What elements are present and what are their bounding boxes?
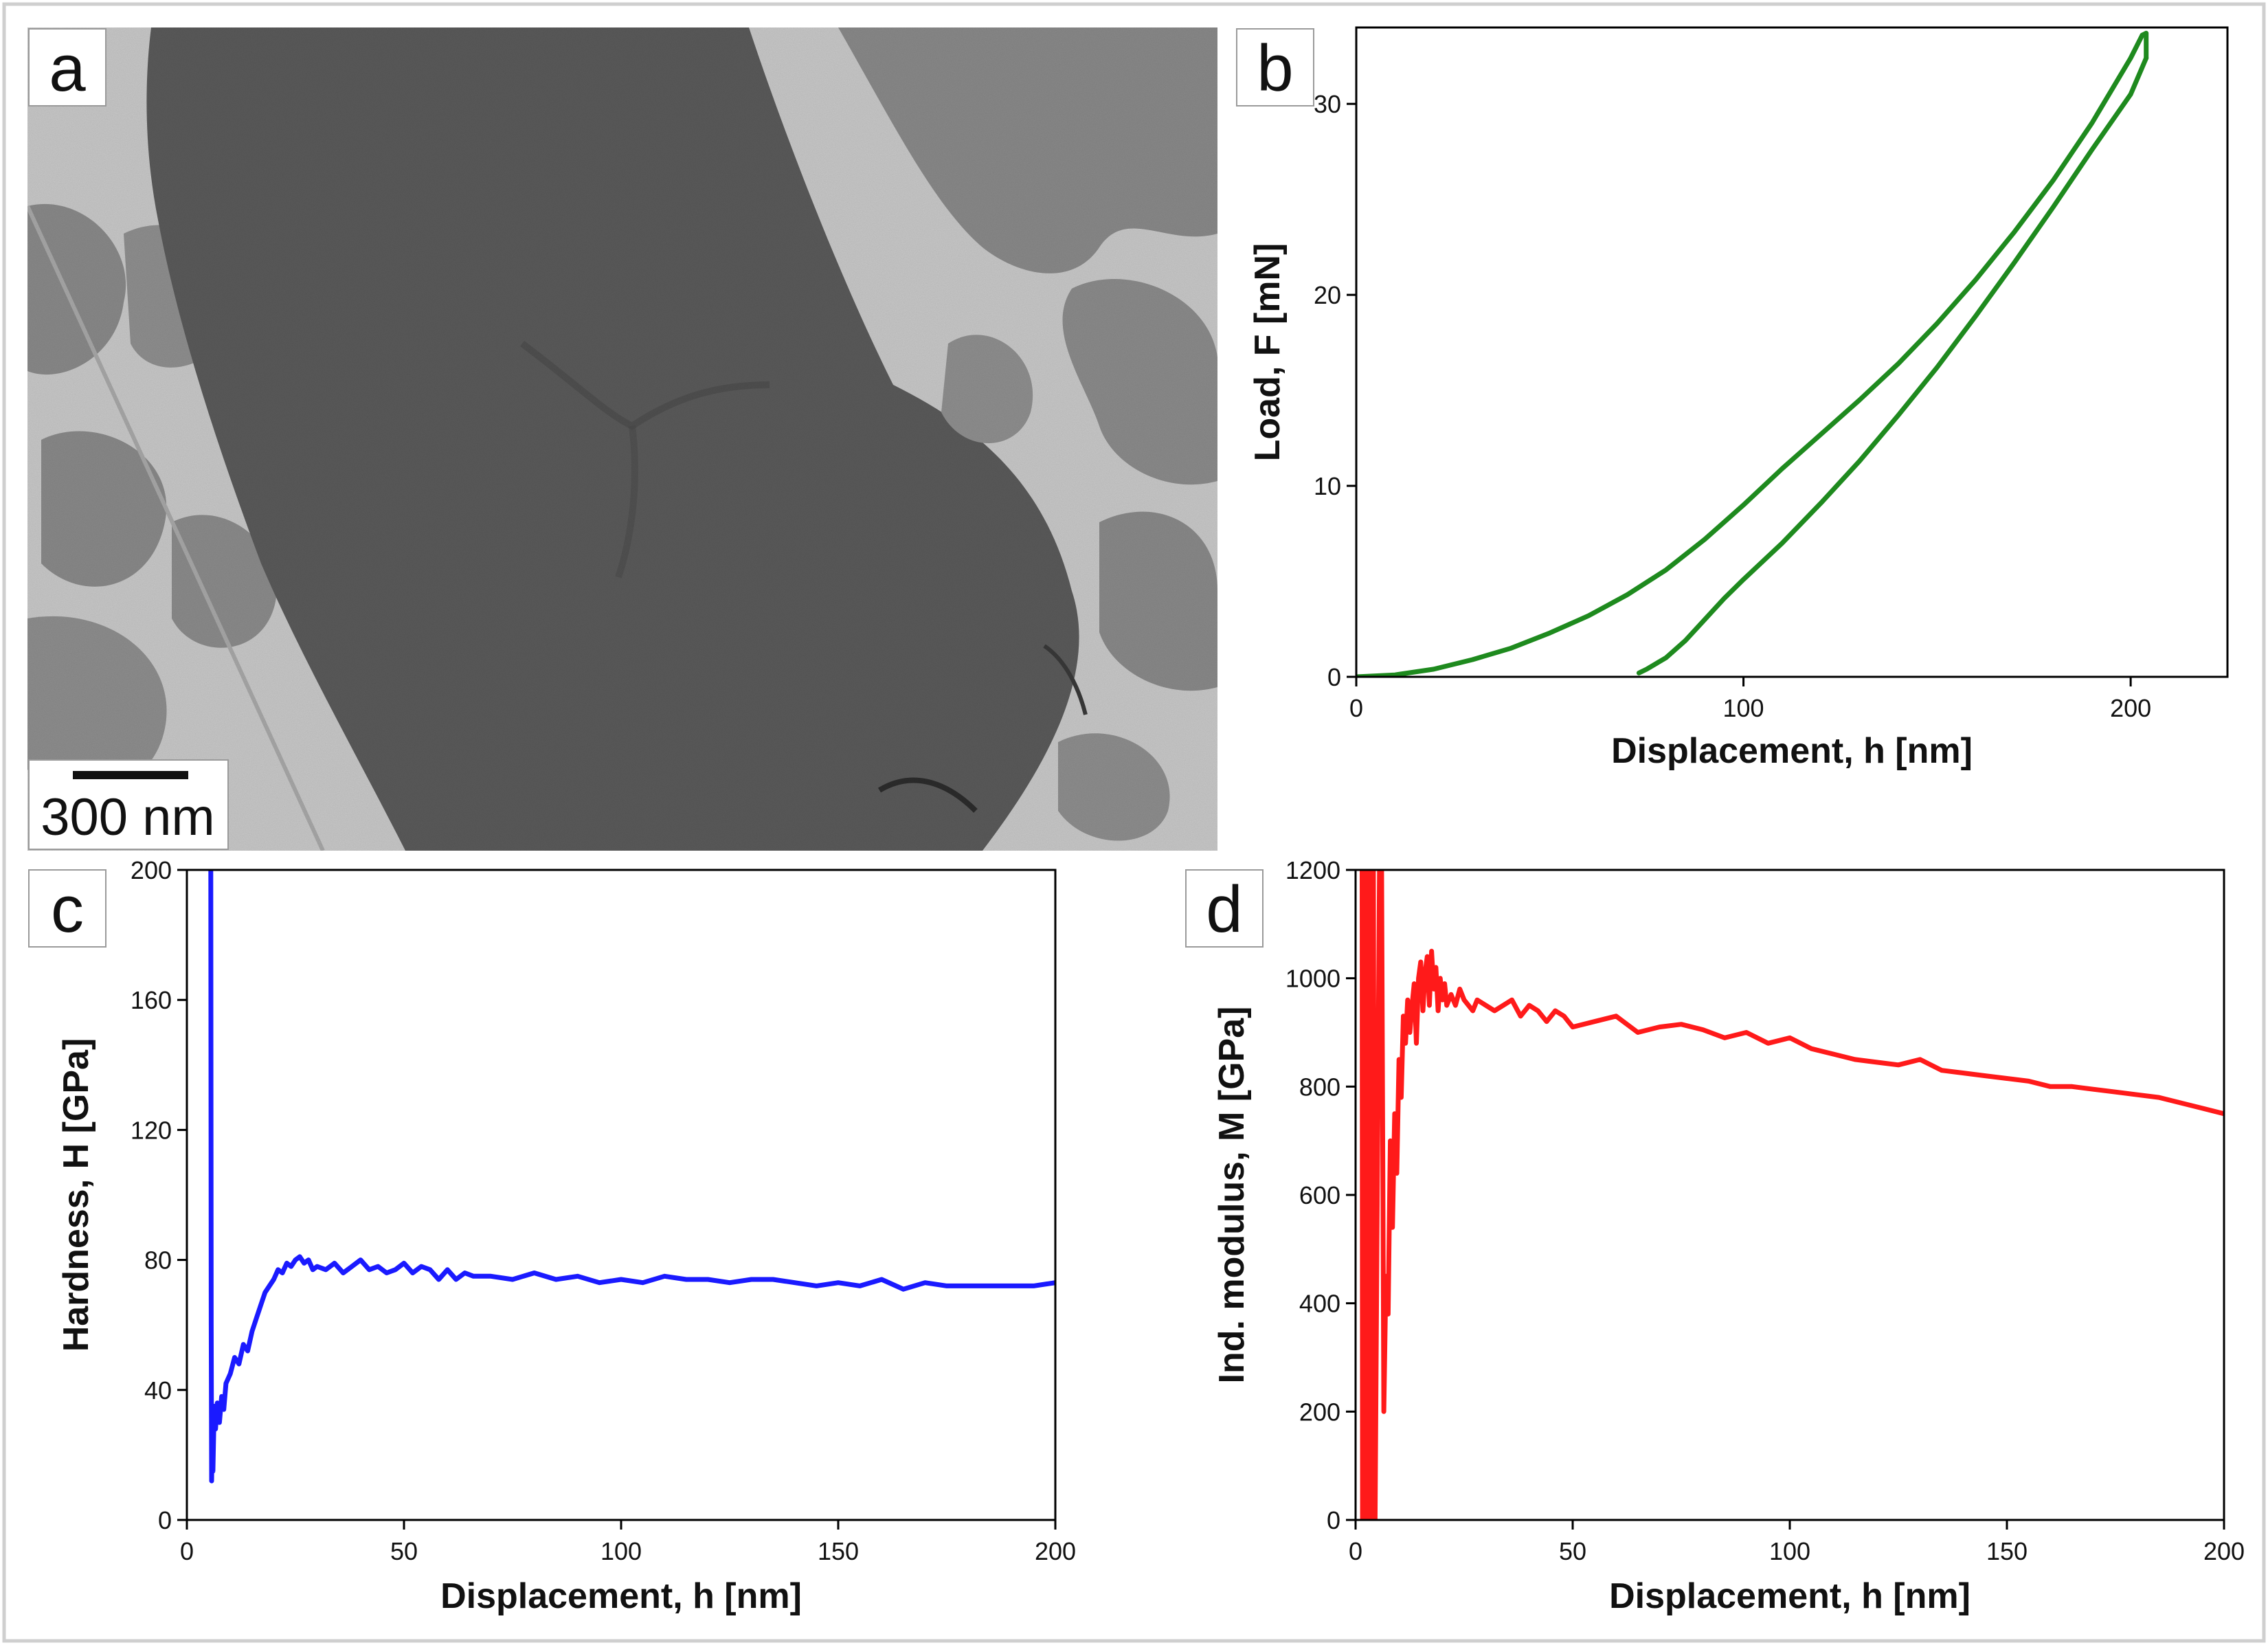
x-axis-label: Displacement, h [nm]	[440, 1576, 802, 1616]
micrograph-phase-region	[172, 515, 277, 648]
y-tick-label: 1200	[1285, 856, 1340, 884]
y-tick-label: 0	[1327, 663, 1341, 691]
micrograph-phase-region	[27, 616, 167, 793]
y-axis-label: Load, F [mN]	[1248, 243, 1288, 462]
x-tick-label: 100	[600, 1537, 642, 1565]
x-tick-label: 50	[390, 1537, 418, 1565]
micrograph-boundary-line	[27, 205, 325, 851]
panel-d-label: d	[1206, 873, 1242, 946]
series-line-modulus	[1360, 870, 2224, 1520]
x-tick-label: 150	[818, 1537, 859, 1565]
y-axis-label: Ind. modulus, M [GPa]	[1212, 1007, 1252, 1384]
micrograph-defect	[1043, 644, 1088, 715]
micrograph-grain-boundary	[615, 425, 638, 579]
y-tick-label: 0	[1327, 1506, 1340, 1534]
micrograph-dark-grain	[146, 27, 1079, 851]
panel-a-label: a	[49, 32, 86, 105]
plot-area-frame	[186, 869, 1057, 1521]
y-tick-label: 200	[1299, 1398, 1340, 1426]
x-tick-label: 50	[1559, 1537, 1586, 1565]
y-tick-label: 160	[131, 986, 172, 1014]
scale-bar-label: 300 nm	[41, 788, 215, 847]
series-line-loading	[1356, 32, 2145, 677]
micrograph-phase-region	[838, 27, 1217, 273]
x-tick-label: 150	[1986, 1537, 2028, 1565]
plot-area-frame	[1354, 869, 2225, 1521]
series-line-unloading	[1636, 56, 2149, 675]
y-tick-label: 40	[144, 1376, 172, 1405]
x-tick-label: 0	[1349, 1537, 1362, 1565]
x-tick-label: 200	[2110, 694, 2151, 722]
panel-b-label-box	[1236, 28, 1314, 107]
y-tick-label: 600	[1299, 1181, 1340, 1209]
x-tick-label: 100	[1769, 1537, 1810, 1565]
y-tick-label: 200	[131, 856, 172, 884]
panel-b-label: b	[1257, 32, 1293, 105]
y-tick-label: 20	[1314, 281, 1341, 309]
y-tick-label: 30	[1314, 90, 1341, 118]
series-line-hardness	[208, 870, 1055, 1484]
panel-d-label-box	[1185, 869, 1264, 948]
y-tick-label: 120	[131, 1116, 172, 1144]
micrograph-phase-region	[27, 203, 126, 375]
x-axis-label: Displacement, h [nm]	[1611, 731, 1973, 771]
chart-b: 0 100 200 0 10 20 30 Displacement, h [nm] Load, …	[1236, 26, 2229, 771]
x-tick-label: 100	[1723, 694, 1764, 722]
micrograph-phase-region	[1062, 279, 1217, 485]
panel-c-label-box	[28, 869, 106, 948]
panel-a-label-box	[28, 28, 106, 107]
micrograph-phase-region	[41, 431, 167, 587]
y-tick-label: 80	[144, 1246, 172, 1275]
x-tick-label: 0	[1349, 694, 1363, 722]
scale-bar	[73, 771, 188, 779]
panel-a-micrograph: a 300 nm	[27, 27, 1217, 851]
y-tick-label: 1000	[1285, 965, 1340, 993]
micrograph-phase-region	[1099, 511, 1217, 691]
micrograph-defect	[877, 777, 978, 813]
y-tick-label: 0	[158, 1506, 172, 1534]
x-tick-label: 0	[180, 1537, 194, 1565]
panel-c-label: c	[51, 873, 84, 946]
chart-c: 0 50 100 150 200 0 40 80 120 160 200 Displacement, …	[28, 856, 1076, 1616]
chart-d: 0 50 100 150 200 0 200 400 600 800 1000 1200 Displac…	[1185, 856, 2245, 1616]
y-axis-label: Hardness, H [GPa]	[56, 1038, 96, 1352]
y-tick-label: 400	[1299, 1290, 1340, 1318]
x-tick-label: 200	[1035, 1537, 1076, 1565]
x-tick-label: 200	[2203, 1537, 2245, 1565]
series-line-hold	[2140, 30, 2149, 60]
y-tick-label: 800	[1299, 1073, 1340, 1101]
micrograph-phase-region	[1058, 733, 1170, 841]
y-tick-label: 10	[1314, 472, 1341, 500]
micrograph-phase-region	[941, 335, 1033, 443]
x-axis-label: Displacement, h [nm]	[1609, 1576, 1971, 1616]
plot-area-frame	[1355, 26, 2229, 678]
